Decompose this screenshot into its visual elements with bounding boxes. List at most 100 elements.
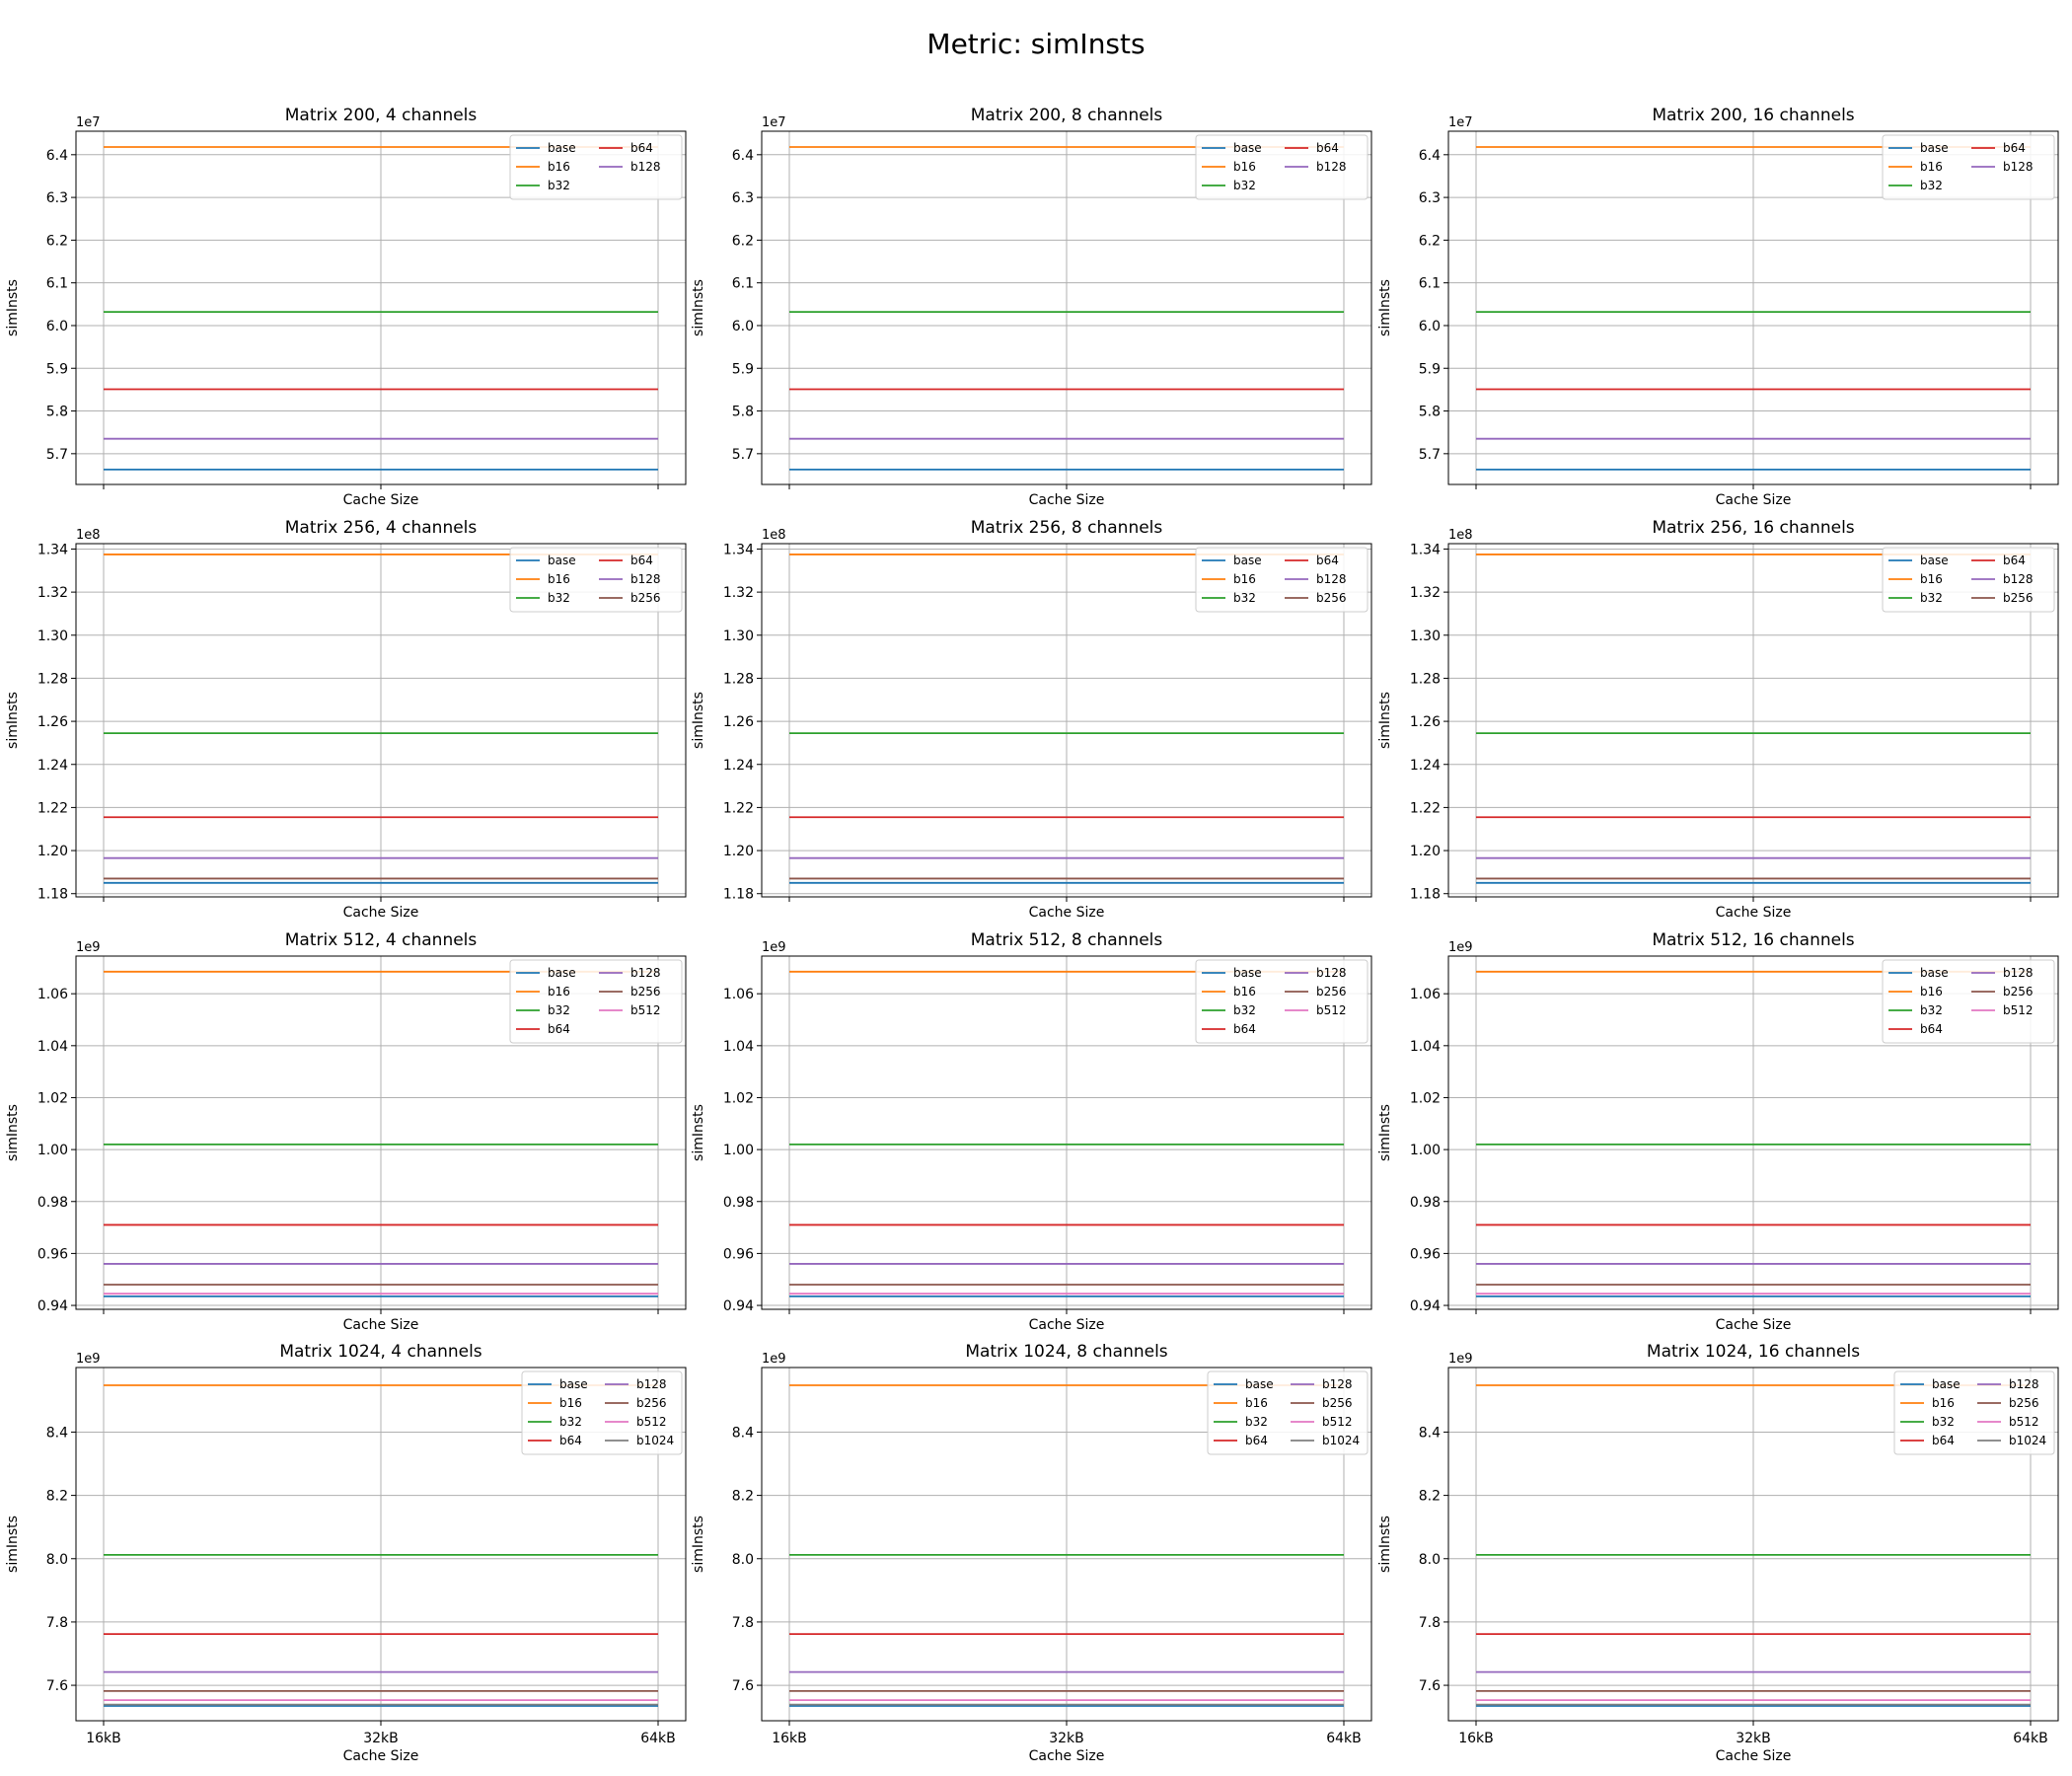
subplot-title: Matrix 200, 8 channels [971,106,1163,125]
legend-box [1882,134,2055,200]
legend-item: b64 [516,1022,570,1036]
legend-label: b128 [1322,1377,1353,1391]
x-tick-label: 32kB [1736,1731,1771,1746]
legend-label: b32 [559,1415,582,1429]
y-axis-label: simInsts [5,279,21,336]
legend-label: b1024 [636,1434,674,1447]
legend-label: b128 [2003,160,2034,174]
legend-item: base [1888,141,1949,155]
subplot-title: Matrix 512, 16 channels [1652,930,1854,950]
legend-item: b16 [1888,985,1943,999]
legend-label: b32 [1245,1415,1268,1429]
axis-offset-label: 1e9 [762,940,786,955]
legend-box [509,547,683,613]
y-tick-label: 6.4 [46,148,68,164]
legend-item: base [516,966,576,980]
y-tick-label: 1.32 [37,585,68,601]
legend-label: b16 [1233,985,1256,999]
x-axis-label: Cache Size [343,1748,419,1764]
x-axis-label: Cache Size [1716,1317,1792,1333]
y-tick-label: 1.24 [1410,758,1441,774]
legend-item: b32 [1202,591,1256,605]
legend-label: b256 [1316,985,1347,999]
y-tick-label: 1.30 [1410,629,1441,644]
legend-box [509,959,683,1044]
legend-item: b128 [1977,1377,2039,1391]
legend-item: b16 [1202,572,1256,586]
x-tick-label: 32kB [363,1731,399,1746]
subplot-4: 1.18 1.20 1.22 1.24 1.26 1.28 1.30 1.32 1.34 Matr… [5,518,687,921]
legend-label: b64 [2003,141,2026,155]
legend-label: b64 [1316,141,1339,155]
legend-label: b128 [2009,1377,2039,1391]
legend-item: b16 [516,572,570,586]
legend: base b16 b32 b64 b128 b256 b512 b1024 [1207,1370,1369,1455]
y-tick-label: 5.8 [46,405,68,420]
figure-title: Metric: simInsts [926,28,1146,60]
y-tick-label: 0.94 [37,1298,68,1314]
y-tick-label: 5.8 [1419,405,1441,420]
y-tick-label: 8.0 [732,1552,754,1568]
legend-item: b32 [528,1415,582,1429]
legend-label: base [1932,1377,1961,1391]
legend-label: b16 [1233,572,1256,586]
legend-label: b16 [1233,160,1256,174]
y-tick-label: 5.7 [732,447,754,463]
legend-label: base [548,141,576,155]
legend: base b16 b32 b64 b128 b256 b512 [1195,959,1369,1044]
y-tick-label: 1.26 [1410,714,1441,730]
y-tick-label: 1.26 [723,714,754,730]
x-tick-label: 16kB [86,1731,121,1746]
legend-label: b128 [630,160,661,174]
y-tick-label: 1.34 [37,542,68,557]
x-axis-label: Cache Size [1716,492,1792,508]
y-tick-label: 1.00 [37,1143,68,1158]
legend-label: base [548,554,576,567]
legend-label: b32 [1233,179,1256,192]
legend: base b16 b32 b64 b128 b256 [509,547,683,613]
legend-label: b256 [630,985,661,999]
legend-label: b512 [1322,1415,1353,1429]
legend-label: base [1920,554,1949,567]
y-tick-label: 1.30 [723,629,754,644]
legend-item: base [516,141,576,155]
legend-item: b16 [528,1396,582,1410]
y-tick-label: 6.1 [732,276,754,292]
subplot-title: Matrix 512, 4 channels [285,930,478,950]
y-tick-label: 1.06 [1410,987,1441,1002]
y-tick-label: 6.4 [732,148,754,164]
legend-item: b256 [599,985,661,999]
y-tick-label: 8.0 [1419,1552,1441,1568]
y-tick-label: 5.7 [46,447,68,463]
legend-label: b512 [2009,1415,2039,1429]
y-tick-label: 6.2 [732,233,754,249]
legend-label: b32 [548,591,570,605]
legend-label: b16 [548,572,570,586]
y-tick-label: 0.96 [1410,1246,1441,1262]
legend-label: b16 [548,160,570,174]
y-tick-label: 5.9 [1419,361,1441,377]
legend-label: b32 [548,179,570,192]
legend-item: b32 [1900,1415,1955,1429]
legend: base b16 b32 b64 b128 [1882,134,2055,200]
x-axis-label: Cache Size [1029,492,1105,508]
legend-item: b128 [1971,160,2034,174]
plot-frame [75,1367,687,1722]
legend-label: b16 [548,985,570,999]
subplot-title: Matrix 1024, 8 channels [965,1342,1167,1362]
x-axis-label: Cache Size [1029,905,1105,921]
legend-box [1207,1370,1369,1455]
x-tick-label: 64kB [2013,1731,2048,1746]
x-axis-label: Cache Size [343,492,419,508]
subplot-10: 7.6 7.8 8.0 8.2 8.4 16kB 32kB 64kB Matrix 1024, … [5,1342,687,1764]
y-tick-label: 1.28 [1410,671,1441,687]
legend-item: b512 [1291,1415,1353,1429]
y-tick-label: 1.02 [723,1090,754,1106]
y-tick-label: 1.00 [1410,1143,1441,1158]
y-tick-label: 0.94 [1410,1298,1441,1314]
legend-item: b128 [1285,966,1347,980]
legend-label: base [1245,1377,1274,1391]
legend-label: b128 [1316,160,1347,174]
y-tick-label: 8.4 [732,1425,754,1441]
legend-item: b32 [1202,1003,1256,1017]
